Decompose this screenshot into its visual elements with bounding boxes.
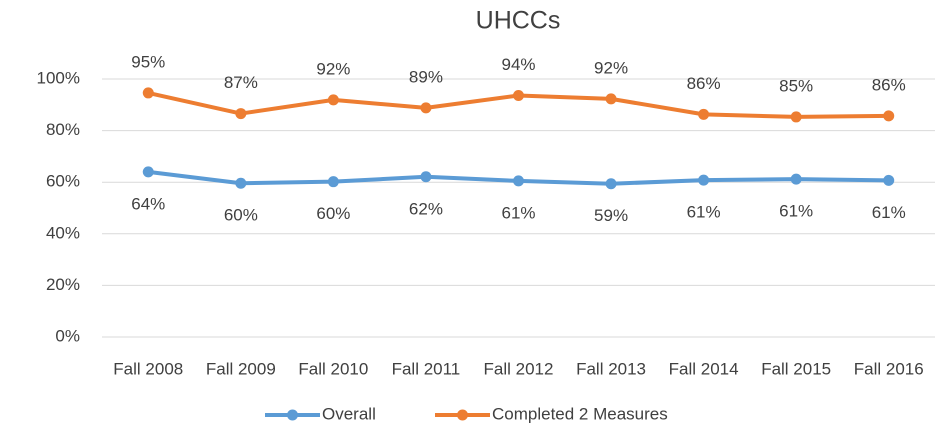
point: [883, 110, 895, 122]
point: [605, 178, 617, 190]
point: [513, 175, 524, 187]
data-label: 85%: [779, 76, 813, 95]
data-label: 94%: [501, 55, 535, 74]
point: [513, 90, 524, 102]
data-label: 61%: [501, 203, 535, 222]
point: [235, 108, 247, 120]
y-tick-label: 100%: [37, 68, 80, 87]
data-label: 86%: [687, 74, 721, 93]
chart-title: UHCCs: [476, 7, 561, 35]
data-label: 64%: [131, 194, 165, 213]
data-label: 60%: [224, 206, 258, 225]
data-label: 60%: [316, 204, 350, 223]
x-tick-label: Fall 2016: [854, 359, 924, 378]
y-tick-label: 80%: [46, 120, 80, 139]
x-tick-label: Fall 2011: [392, 359, 461, 378]
x-tick-label: Fall 2013: [576, 359, 646, 378]
data-label: 95%: [131, 52, 165, 71]
data-label: 61%: [872, 203, 906, 222]
data-label: 59%: [594, 206, 628, 225]
point: [790, 173, 802, 185]
data-label: 87%: [224, 73, 258, 92]
point: [420, 171, 432, 183]
point: [605, 93, 617, 105]
y-tick-label: 20%: [46, 275, 80, 294]
point: [142, 87, 154, 99]
point: [790, 111, 802, 123]
y-tick-label: 0%: [55, 326, 80, 345]
x-tick-label: Fall 2009: [206, 359, 276, 378]
data-label: 92%: [316, 59, 350, 78]
x-tick-label: Fall 2014: [669, 359, 739, 378]
data-label: 92%: [594, 58, 628, 77]
data-label: 62%: [409, 199, 443, 218]
y-tick-label: 60%: [46, 172, 80, 191]
x-tick-label: Fall 2010: [298, 359, 368, 378]
point: [883, 174, 895, 186]
point: [698, 174, 710, 186]
point: [142, 166, 154, 178]
x-tick-label: Fall 2015: [761, 359, 831, 378]
legend-label: Completed 2 Measures: [492, 404, 668, 423]
legend-marker: [457, 409, 468, 421]
data-label: 61%: [779, 202, 813, 221]
data-label: 89%: [409, 67, 443, 86]
legend-marker: [287, 409, 298, 421]
point: [420, 102, 432, 114]
point: [235, 177, 247, 189]
point: [327, 176, 339, 188]
x-tick-label: Fall 2012: [484, 359, 554, 378]
point: [327, 94, 339, 106]
legend-label: Overall: [322, 404, 376, 423]
point: [698, 108, 710, 120]
data-label: 86%: [872, 75, 906, 94]
data-label: 61%: [687, 203, 721, 222]
x-tick-label: Fall 2008: [113, 359, 183, 378]
y-tick-label: 40%: [46, 223, 80, 242]
